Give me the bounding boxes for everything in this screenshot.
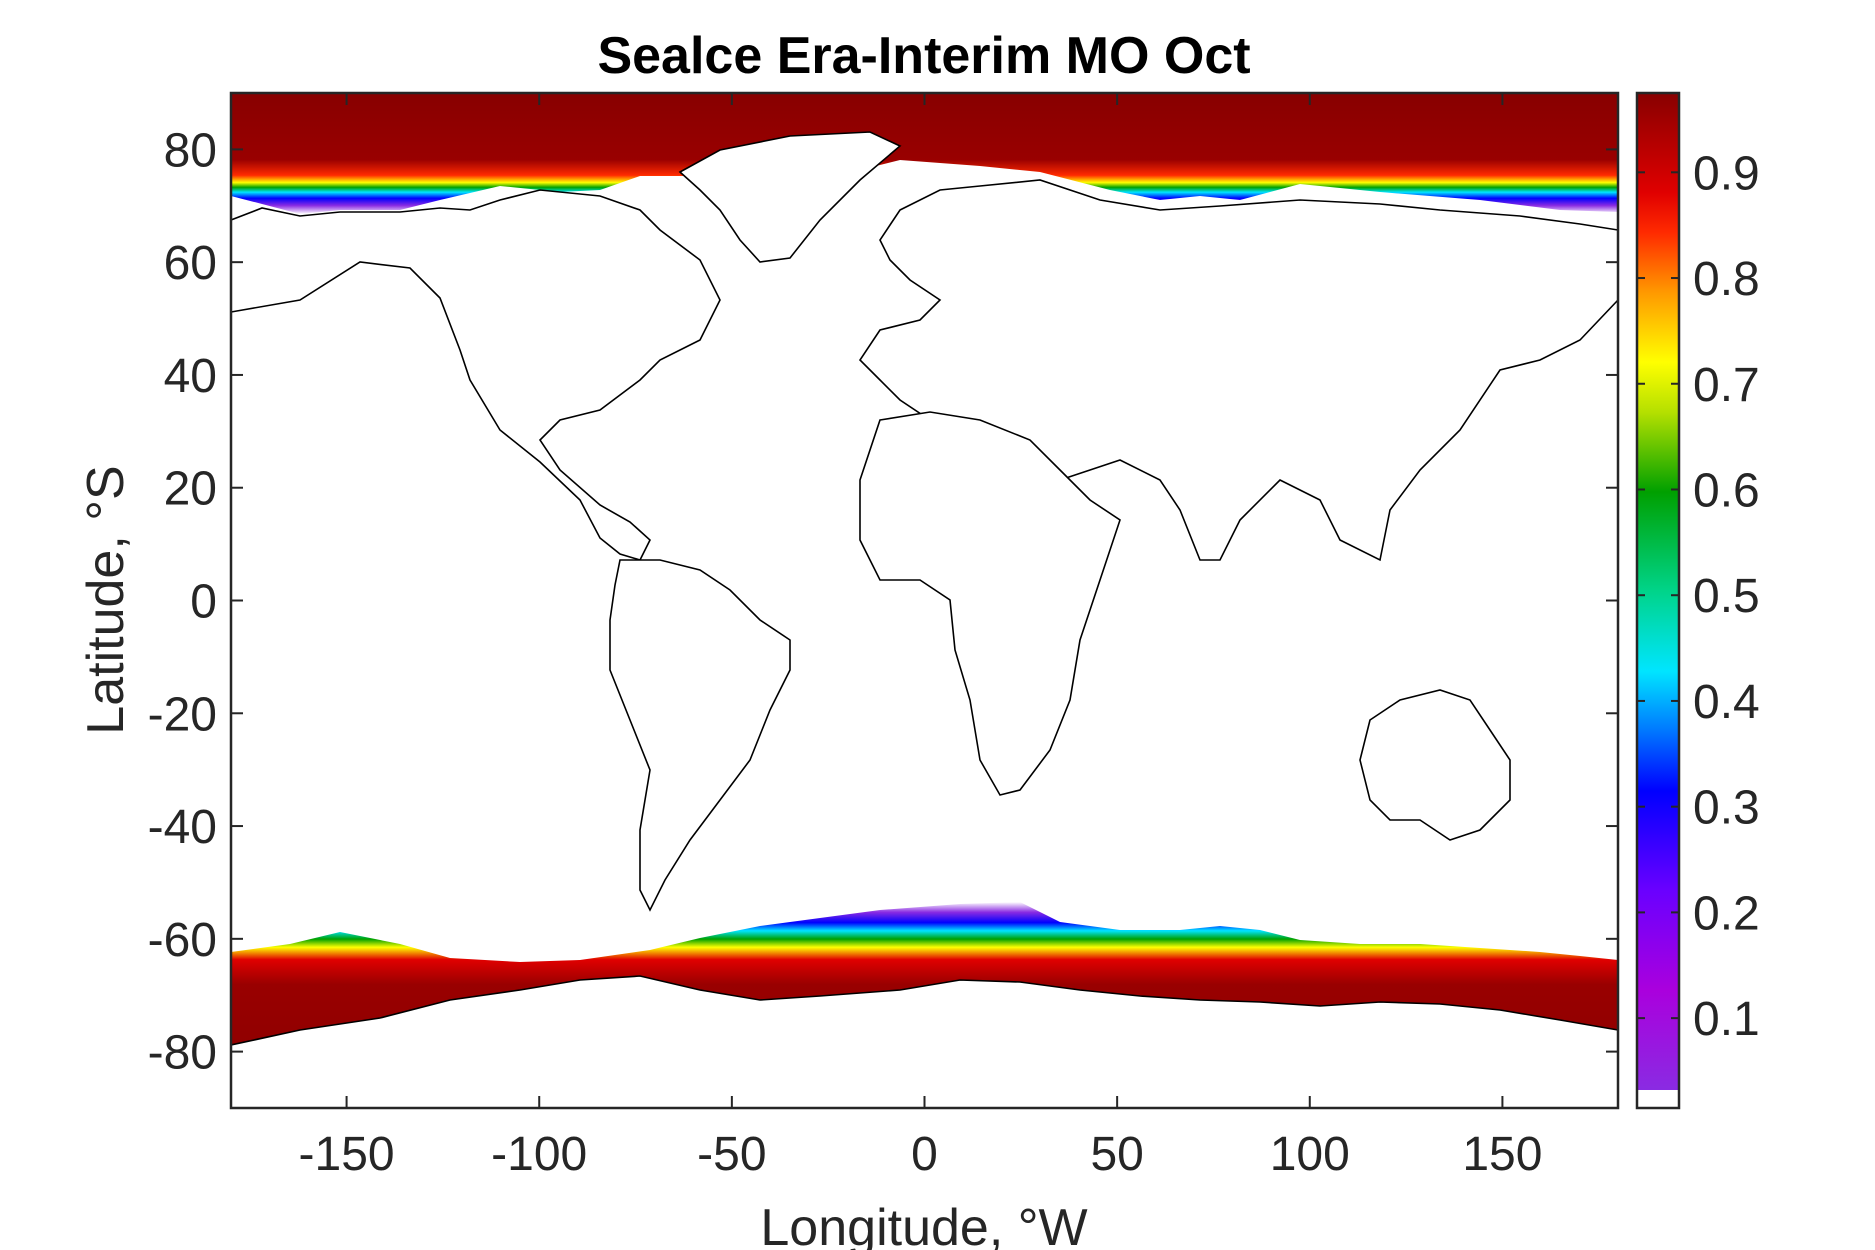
x-tick-label: -50 [697, 1128, 766, 1181]
colorbar-tick-label: 0.4 [1693, 676, 1760, 729]
south-america-coastline [609, 559, 791, 912]
y-tick-label: 80 [164, 124, 217, 177]
arctic-sea-ice-field [231, 93, 1618, 214]
land-masses [231, 131, 1618, 1108]
antarctica-coastline [231, 975, 1618, 1108]
colorbar-tick-label: 0.5 [1693, 570, 1760, 623]
x-axis: -150 -100 -50 0 50 100 150 [299, 93, 1542, 1181]
colorbar-tick-label: 0.8 [1693, 253, 1760, 306]
north-america-coastline [231, 189, 721, 561]
x-tick-label: -150 [299, 1128, 395, 1181]
y-tick-label: -40 [148, 801, 217, 854]
chart-title: Sealce Era-Interim MO Oct [597, 27, 1250, 85]
y-tick-label: -20 [148, 688, 217, 741]
colorbar-tick-label: 0.3 [1693, 782, 1760, 835]
x-tick-label: 0 [911, 1128, 938, 1181]
colorbar-gradient [1637, 93, 1679, 1090]
greenland-coastline [678, 131, 902, 263]
x-tick-label: 50 [1090, 1128, 1143, 1181]
colorbar-tick-label: 0.9 [1693, 147, 1760, 200]
y-tick-label: 60 [164, 237, 217, 290]
y-tick-label: 40 [164, 350, 217, 403]
plot-area [231, 93, 1618, 1108]
y-axis: -80 -60 -40 -20 0 20 40 60 80 [148, 124, 1618, 1080]
colorbar: 0.1 0.2 0.3 0.4 0.5 0.6 0.7 0.8 0.9 [1635, 91, 1760, 1110]
colorbar-min-swatch [1637, 1090, 1679, 1108]
x-tick-label: -100 [491, 1128, 587, 1181]
colorbar-tick-label: 0.1 [1693, 993, 1760, 1046]
y-tick-label: 20 [164, 463, 217, 516]
y-tick-label: -60 [148, 914, 217, 967]
y-tick-label: 0 [190, 576, 217, 629]
colorbar-frame [1635, 91, 1681, 1110]
x-tick-label: 150 [1462, 1128, 1542, 1181]
africa-coastline [859, 411, 1121, 796]
colorbar-tick-label: 0.6 [1693, 464, 1760, 517]
x-axis-label: Longitude, °W [760, 1199, 1087, 1250]
colorbar-tick-label: 0.7 [1693, 359, 1760, 412]
colorbar-ticks: 0.1 0.2 0.3 0.4 0.5 0.6 0.7 0.8 0.9 [1637, 147, 1760, 1046]
australia-coastline [1359, 689, 1511, 841]
colorbar-tick-label: 0.2 [1693, 887, 1760, 940]
x-tick-label: 100 [1270, 1128, 1350, 1181]
y-tick-label: -80 [148, 1027, 217, 1080]
y-axis-label: Latitude, °S [77, 465, 135, 734]
